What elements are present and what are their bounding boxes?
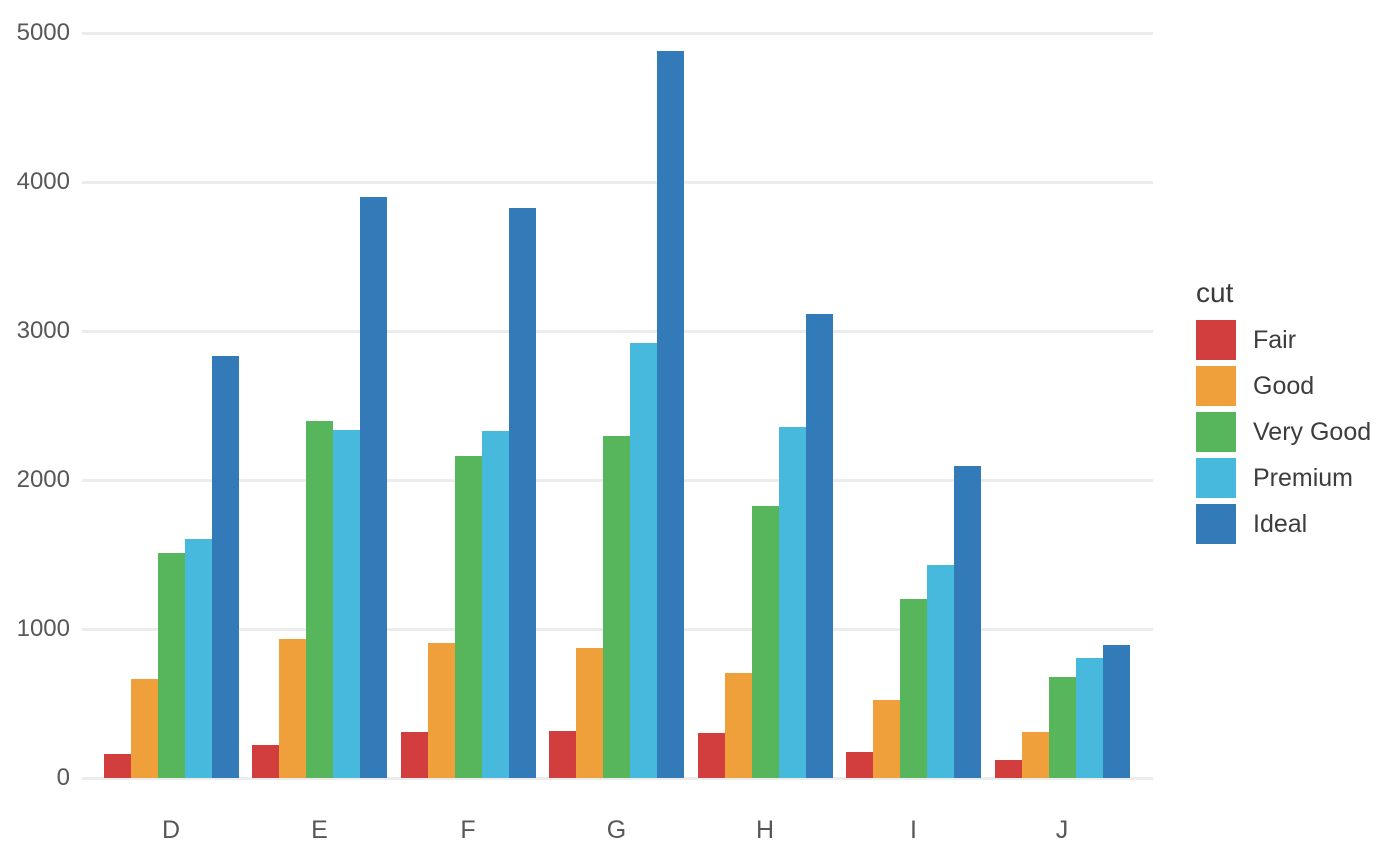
bar-I-very-good	[900, 598, 927, 778]
bar-E-premium	[333, 429, 360, 778]
legend-item-very-good: Very Good	[1196, 412, 1371, 452]
legend-item-premium: Premium	[1196, 458, 1371, 498]
x-tick-label-D: D	[161, 816, 181, 844]
legend-items: Fair Good Very Good Premium Ideal	[1196, 320, 1371, 544]
legend-swatch-icon	[1196, 504, 1236, 544]
bar-G-very-good	[603, 435, 630, 778]
bar-H-very-good	[751, 506, 779, 778]
y-tick-label: 1000	[16, 615, 70, 643]
gridline-4000	[82, 180, 1153, 184]
bar-D-fair	[103, 753, 131, 778]
bar-F-good	[427, 642, 455, 778]
bar-H-good	[724, 673, 752, 778]
bar-H-fair	[697, 732, 725, 778]
bar-J-ideal	[1102, 644, 1130, 778]
legend-label: Premium	[1253, 464, 1354, 492]
legend-swatch-icon	[1196, 412, 1236, 452]
bar-group-D	[103, 20, 239, 778]
bar-group-I	[846, 20, 981, 778]
legend-swatch-icon	[1196, 320, 1236, 360]
y-tick-label: 3000	[16, 317, 70, 345]
bar-D-good	[130, 679, 158, 778]
bar-group-F	[400, 20, 536, 778]
bar-J-fair	[994, 760, 1022, 778]
x-tick-label-I: I	[910, 816, 917, 844]
bar-D-very-good	[157, 552, 185, 778]
legend: cut Fair Good Very Good Premium Ideal	[1196, 276, 1371, 550]
bar-group-J	[994, 20, 1130, 778]
y-tick-label: 4000	[16, 168, 70, 196]
legend-label: Good	[1253, 372, 1315, 400]
bar-I-premium	[927, 565, 954, 778]
gridline-3000	[82, 329, 1153, 333]
x-tick-label-F: F	[460, 816, 476, 844]
bar-J-good	[1021, 732, 1049, 778]
bar-E-fair	[252, 744, 279, 778]
gridline-5000	[82, 31, 1153, 35]
legend-swatch-icon	[1196, 458, 1236, 498]
legend-label: Very Good	[1253, 418, 1372, 446]
gridline-0	[82, 776, 1153, 780]
bar-E-good	[279, 639, 306, 778]
bar-G-good	[576, 648, 603, 778]
legend-item-fair: Fair	[1196, 320, 1371, 360]
bar-I-fair	[846, 751, 873, 778]
bar-G-premium	[630, 342, 657, 778]
bar-F-very-good	[454, 455, 482, 778]
bar-F-premium	[481, 430, 509, 778]
bar-group-E	[252, 20, 387, 778]
legend-item-good: Good	[1196, 366, 1371, 406]
bar-D-ideal	[211, 355, 239, 778]
bar-F-ideal	[508, 208, 536, 778]
bar-I-ideal	[954, 466, 981, 778]
x-tick-label-H: H	[755, 816, 775, 844]
x-tick-label-G: G	[606, 816, 627, 844]
bar-J-premium	[1075, 657, 1103, 778]
plot-area	[82, 20, 1153, 780]
y-tick-label: 2000	[16, 466, 70, 494]
bar-H-premium	[778, 426, 806, 778]
bar-F-fair	[400, 731, 428, 778]
bar-D-premium	[184, 539, 212, 778]
bar-E-ideal	[360, 196, 387, 778]
legend-title: cut	[1196, 277, 1234, 308]
y-tick-label: 5000	[16, 19, 70, 47]
bar-G-ideal	[657, 50, 684, 778]
y-tick-label: 0	[56, 764, 70, 791]
legend-swatch-icon	[1196, 366, 1236, 406]
bar-E-very-good	[306, 420, 333, 778]
bar-group-H	[697, 20, 833, 778]
bar-I-good	[873, 700, 900, 778]
legend-item-ideal: Ideal	[1196, 504, 1371, 544]
bar-G-fair	[549, 731, 576, 778]
legend-label: Fair	[1253, 326, 1297, 354]
bar-J-very-good	[1048, 677, 1076, 778]
legend-label: Ideal	[1253, 510, 1308, 538]
x-tick-label-J: J	[1055, 816, 1069, 844]
bar-group-G	[549, 20, 684, 778]
x-tick-label-E: E	[311, 816, 328, 844]
bar-H-ideal	[805, 314, 833, 778]
